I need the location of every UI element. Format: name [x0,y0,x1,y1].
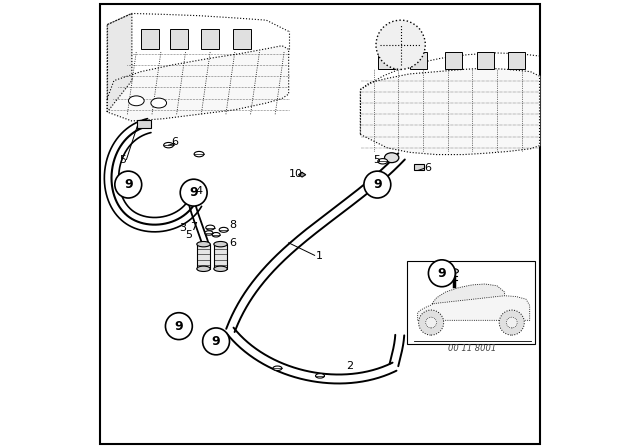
Circle shape [180,179,207,206]
Polygon shape [298,172,306,177]
FancyBboxPatch shape [137,120,150,128]
Text: 9: 9 [373,178,381,191]
Ellipse shape [385,153,399,163]
FancyBboxPatch shape [141,29,159,49]
Polygon shape [108,46,289,121]
Text: 3: 3 [179,224,186,233]
Text: 10: 10 [289,169,303,179]
Circle shape [376,20,426,69]
Text: 00 11 8001: 00 11 8001 [448,344,497,353]
FancyBboxPatch shape [202,29,220,49]
Ellipse shape [212,233,220,237]
Ellipse shape [197,241,210,247]
Circle shape [499,310,524,335]
Ellipse shape [219,228,228,233]
FancyBboxPatch shape [508,52,525,69]
Ellipse shape [129,96,144,106]
Text: 5: 5 [119,155,126,165]
Circle shape [203,328,230,355]
Ellipse shape [164,142,173,148]
FancyBboxPatch shape [378,52,396,69]
Circle shape [428,260,455,287]
Polygon shape [432,284,504,304]
Text: 6: 6 [172,138,179,147]
Circle shape [506,317,517,328]
FancyBboxPatch shape [233,29,251,49]
Text: 4: 4 [195,186,203,196]
FancyBboxPatch shape [477,52,494,69]
FancyBboxPatch shape [214,244,227,269]
Text: 9: 9 [175,319,183,333]
Text: 9: 9 [212,335,220,348]
Text: 7: 7 [190,222,197,232]
Text: 9: 9 [189,186,198,199]
Ellipse shape [194,151,204,157]
Text: 5: 5 [373,155,380,165]
Circle shape [426,317,436,328]
Ellipse shape [151,98,166,108]
FancyBboxPatch shape [445,52,463,69]
FancyBboxPatch shape [170,29,188,49]
Polygon shape [418,296,530,320]
Circle shape [165,313,192,340]
Ellipse shape [205,231,213,235]
FancyBboxPatch shape [414,164,424,170]
FancyBboxPatch shape [410,52,427,69]
FancyBboxPatch shape [197,244,210,269]
Polygon shape [360,68,540,155]
Ellipse shape [214,266,227,271]
Text: 6: 6 [424,163,431,172]
Text: 1: 1 [316,251,323,261]
Text: 9: 9 [438,267,446,280]
Circle shape [419,310,444,335]
Ellipse shape [197,266,210,271]
Ellipse shape [214,241,227,247]
Text: 6: 6 [230,238,237,248]
Ellipse shape [273,366,282,370]
Text: 2: 2 [346,361,353,371]
Ellipse shape [451,269,458,273]
Ellipse shape [378,159,388,164]
Polygon shape [108,13,132,112]
Ellipse shape [206,225,215,230]
Circle shape [364,171,391,198]
Circle shape [115,171,141,198]
Text: 9: 9 [124,178,132,191]
Text: 8: 8 [230,220,237,230]
Text: 5: 5 [186,230,193,240]
Ellipse shape [316,374,324,378]
